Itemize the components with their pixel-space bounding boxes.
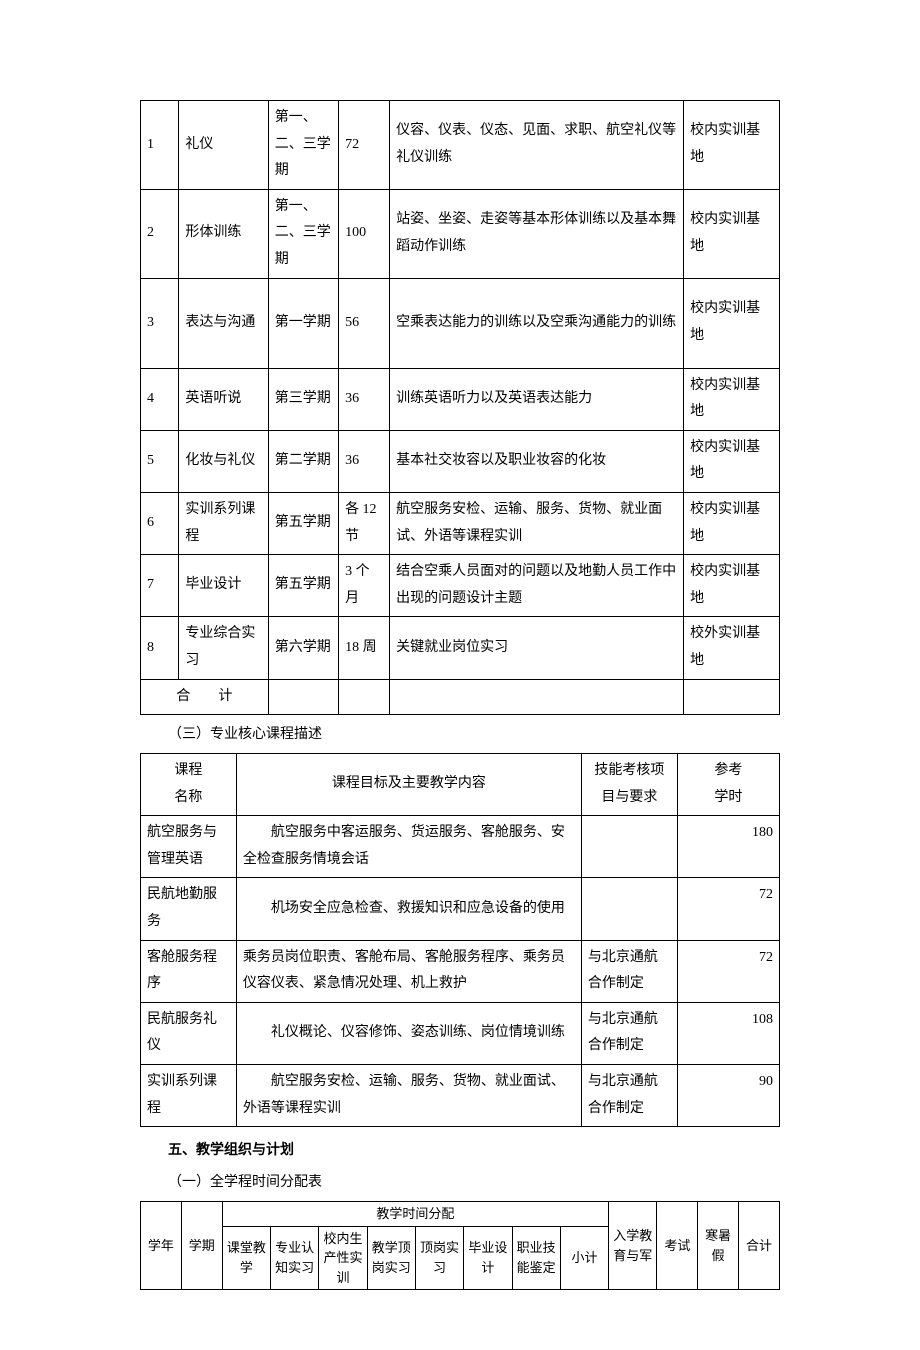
table-total-row: 合 计 bbox=[141, 679, 780, 715]
col-total: 合计 bbox=[739, 1202, 780, 1290]
col-subtotal: 小计 bbox=[560, 1226, 608, 1290]
section-five-header: 五、教学组织与计划 bbox=[168, 1135, 780, 1163]
col-prod: 校内生产性实训 bbox=[319, 1226, 367, 1290]
col-entry: 入学教育与军 bbox=[609, 1202, 657, 1290]
core-course-table: 课程 名称 课程目标及主要教学内容 技能考核项目与要求 参考 学时 航空服务与管… bbox=[140, 753, 780, 1127]
time-allocation-table: 学年 学期 教学时间分配 入学教育与军 考试 寒暑假 合计 课堂教学 专业认知实… bbox=[140, 1201, 780, 1290]
table-row: 实训系列课程 航空服务安检、运输、服务、货物、就业面试、外语等课程实训与北京通航… bbox=[141, 1065, 780, 1127]
col-year: 学年 bbox=[141, 1202, 182, 1290]
col-classroom: 课堂教学 bbox=[222, 1226, 270, 1290]
table-row: 航空服务与管理英语 航空服务中客运服务、货运服务、客舱服务、安全检查服务情境会话… bbox=[141, 816, 780, 878]
table-row: 6实训系列课程第五学期各 12节航空服务安检、运输、服务、货物、就业面试、外语等… bbox=[141, 492, 780, 554]
col-cognition: 专业认知实习 bbox=[271, 1226, 319, 1290]
col-dinggang: 顶岗实习 bbox=[415, 1226, 463, 1290]
col-top: 教学顶岗实习 bbox=[367, 1226, 415, 1290]
col-req: 技能考核项目与要求 bbox=[581, 754, 677, 816]
col-exam: 考试 bbox=[657, 1202, 698, 1290]
col-term: 学期 bbox=[181, 1202, 222, 1290]
table-row: 7毕业设计第五学期3 个月结合空乘人员面对的问题以及地勤人员工作中出现的问题设计… bbox=[141, 555, 780, 617]
table-row: 民航服务礼仪 礼仪概论、仪容修饰、姿态训练、岗位情境训练与北京通航合作制定108 bbox=[141, 1002, 780, 1064]
col-skill: 职业技能鉴定 bbox=[512, 1226, 560, 1290]
table-row: 1礼仪第一、二、三学期72仪容、仪表、仪态、见面、求职、航空礼仪等礼仪训练校内实… bbox=[141, 101, 780, 190]
col-holiday: 寒暑假 bbox=[698, 1202, 739, 1290]
training-table: 1礼仪第一、二、三学期72仪容、仪表、仪态、见面、求职、航空礼仪等礼仪训练校内实… bbox=[140, 100, 780, 715]
table-row: 民航地勤服务 机场安全应急检查、救援知识和应急设备的使用72 bbox=[141, 878, 780, 940]
table-row: 3表达与沟通第一学期56空乘表达能力的训练以及空乘沟通能力的训练校内实训基地 bbox=[141, 278, 780, 368]
col-hours: 参考 学时 bbox=[677, 754, 779, 816]
col-group-time: 教学时间分配 bbox=[222, 1202, 608, 1227]
section-three-label: （三）专业核心课程描述 bbox=[168, 721, 780, 749]
col-course-name: 课程 名称 bbox=[141, 754, 237, 816]
section-five-sub: （一）全学程时间分配表 bbox=[168, 1169, 780, 1197]
total-label: 合 计 bbox=[141, 679, 269, 715]
table-row: 8专业综合实习第六学期18 周关键就业岗位实习校外实训基地 bbox=[141, 617, 780, 679]
table-row: 2形体训练第一、二、三学期100站姿、坐姿、走姿等基本形体训练以及基本舞蹈动作训… bbox=[141, 189, 780, 278]
table-row: 5化妆与礼仪第二学期36基本社交妆容以及职业妆容的化妆校内实训基地 bbox=[141, 430, 780, 492]
col-content: 课程目标及主要教学内容 bbox=[236, 754, 581, 816]
col-grad: 毕业设计 bbox=[464, 1226, 512, 1290]
table-row: 4英语听说第三学期36训练英语听力以及英语表达能力校内实训基地 bbox=[141, 368, 780, 430]
table-row: 客舱服务程序乘务员岗位职责、客舱布局、客舱服务程序、乘务员仪容仪表、紧急情况处理… bbox=[141, 940, 780, 1002]
